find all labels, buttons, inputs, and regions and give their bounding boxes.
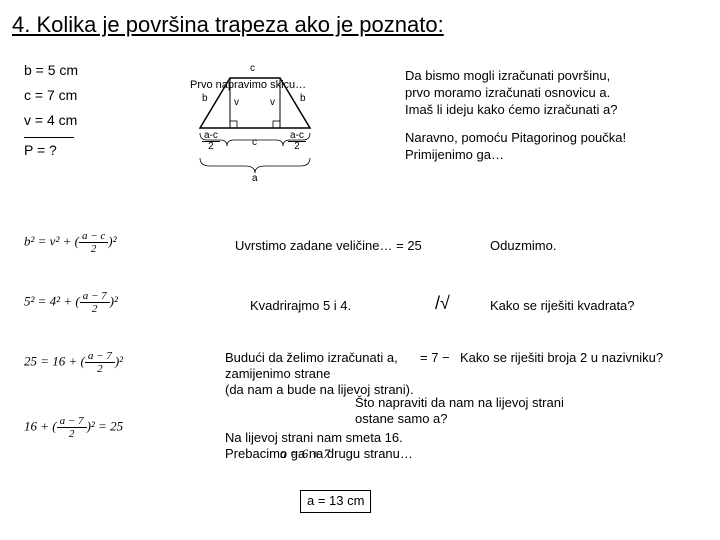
given-divider: [24, 137, 74, 138]
eq1-lhs: b² = v² + (a − c2)²: [24, 230, 117, 255]
eq3-right: Kako se riješiti broja 2 u nazivniku?: [460, 350, 663, 367]
eq1-mid: Uvrstimo zadane veličine… = 25: [235, 238, 422, 255]
eq3-lhs: 25 = 16 + (a − 72)²: [24, 350, 123, 375]
eq2-lhs: 5² = 4² + (a − 72)²: [24, 290, 118, 315]
given-v: v = 4 cm: [24, 112, 78, 128]
eq4-lhs: 16 + (a − 72)² = 25: [24, 415, 123, 440]
label-ac-left-n: a-c: [202, 131, 220, 142]
label-b-right: b: [300, 94, 306, 104]
explain-2: Naravno, pomoću Pitagorinog poučka! Prim…: [405, 130, 626, 164]
given-P: P = ?: [24, 142, 78, 158]
label-v-left: v: [234, 98, 239, 108]
label-ac-right-n: a-c: [288, 131, 306, 142]
explain-1: Da bismo mogli izračunati površinu, prvo…: [405, 68, 617, 119]
trapezoid-diagram: Prvo napravimo skicu… c b b v v a-c 2 c …: [180, 58, 350, 188]
label-ac-left-d: 2: [202, 142, 220, 152]
trapezoid-svg: [180, 58, 350, 188]
eq4-eq: a = 6 + 7: [280, 446, 330, 463]
sqrt-symbol: /√: [435, 292, 450, 315]
page-title: 4. Kolika je površina trapeza ako je poz…: [12, 12, 444, 38]
given-b: b = 5 cm: [24, 62, 78, 78]
eq4-mid1: Što napraviti da nam na lijevoj strani: [355, 395, 564, 412]
given-values: b = 5 cm c = 7 cm v = 4 cm P = ?: [24, 62, 78, 167]
label-c-bottom: c: [252, 138, 257, 148]
final-answer: a = 13 cm: [300, 490, 371, 513]
label-c-top: c: [250, 64, 255, 74]
eq4-mid2: ostane samo a?: [355, 411, 448, 428]
eq3-mid1: Budući da želimo izračunati a,: [225, 350, 398, 367]
label-b-left: b: [202, 94, 208, 104]
eq3-eq: = 7 −: [420, 350, 450, 367]
eq3-mid2: zamijenimo strane: [225, 366, 331, 383]
label-v-right: v: [270, 98, 275, 108]
eq4-mid3: Na lijevoj strani nam smeta 16.: [225, 430, 403, 447]
label-a: a: [252, 174, 258, 184]
eq2-mid: Kvadrirajmo 5 i 4.: [250, 298, 351, 315]
eq1-right: Oduzmimo.: [490, 238, 556, 255]
label-ac-right-d: 2: [288, 142, 306, 152]
given-c: c = 7 cm: [24, 87, 78, 103]
eq2-right: Kako se riješiti kvadrata?: [490, 298, 635, 315]
